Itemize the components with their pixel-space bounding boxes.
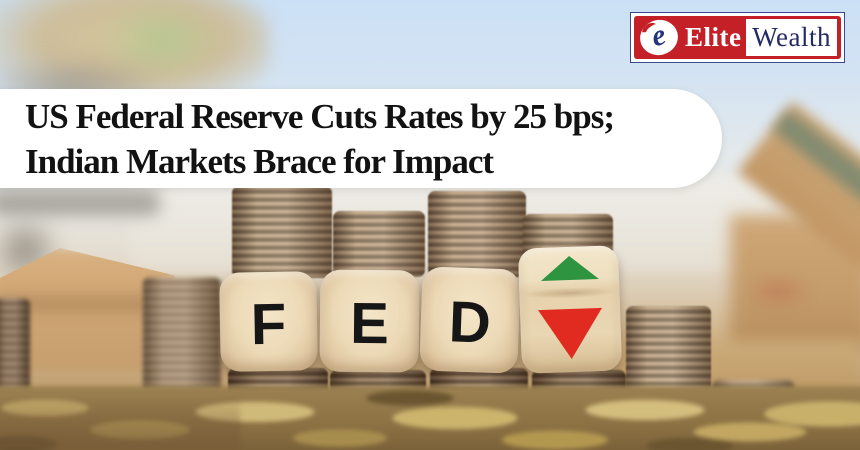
headline-line-1: US Federal Reserve Cuts Rates by 25 bps;	[25, 96, 615, 136]
logo-e-glyph: e	[648, 17, 669, 54]
headline-card: US Federal Reserve Cuts Rates by 25 bps;…	[0, 89, 722, 188]
die-letter-f: F	[250, 291, 287, 357]
logo-frame: e Elite Wealth	[634, 15, 841, 60]
blurred-box-label	[748, 278, 808, 304]
elite-wealth-logo: e Elite Wealth	[630, 12, 845, 63]
fed-die-d: D	[419, 266, 521, 374]
die-letter-d: D	[447, 289, 492, 356]
rate-direction-die	[517, 245, 623, 374]
down-arrow-icon	[538, 307, 604, 361]
logo-wealth-label: Wealth	[752, 22, 831, 52]
coin-stack-upper-3	[428, 191, 526, 277]
blurred-box-edge-left	[0, 300, 175, 308]
fed-die-e: E	[319, 269, 420, 373]
coin-stack-upper-1	[232, 186, 332, 278]
up-arrow-icon	[540, 254, 599, 281]
headline-line-2: Indian Markets Brace for Impact	[25, 141, 494, 181]
logo-elite-label: Elite	[685, 22, 742, 52]
coin-stack-upper-2	[333, 211, 425, 277]
logo-wealth-box: Wealth	[746, 19, 837, 56]
scattered-coins-shadow	[0, 395, 240, 450]
fed-die-f: F	[219, 271, 318, 372]
blurred-cart-handle	[0, 190, 160, 216]
die-letter-e: E	[349, 290, 390, 357]
logo-e-icon: e	[636, 15, 682, 60]
